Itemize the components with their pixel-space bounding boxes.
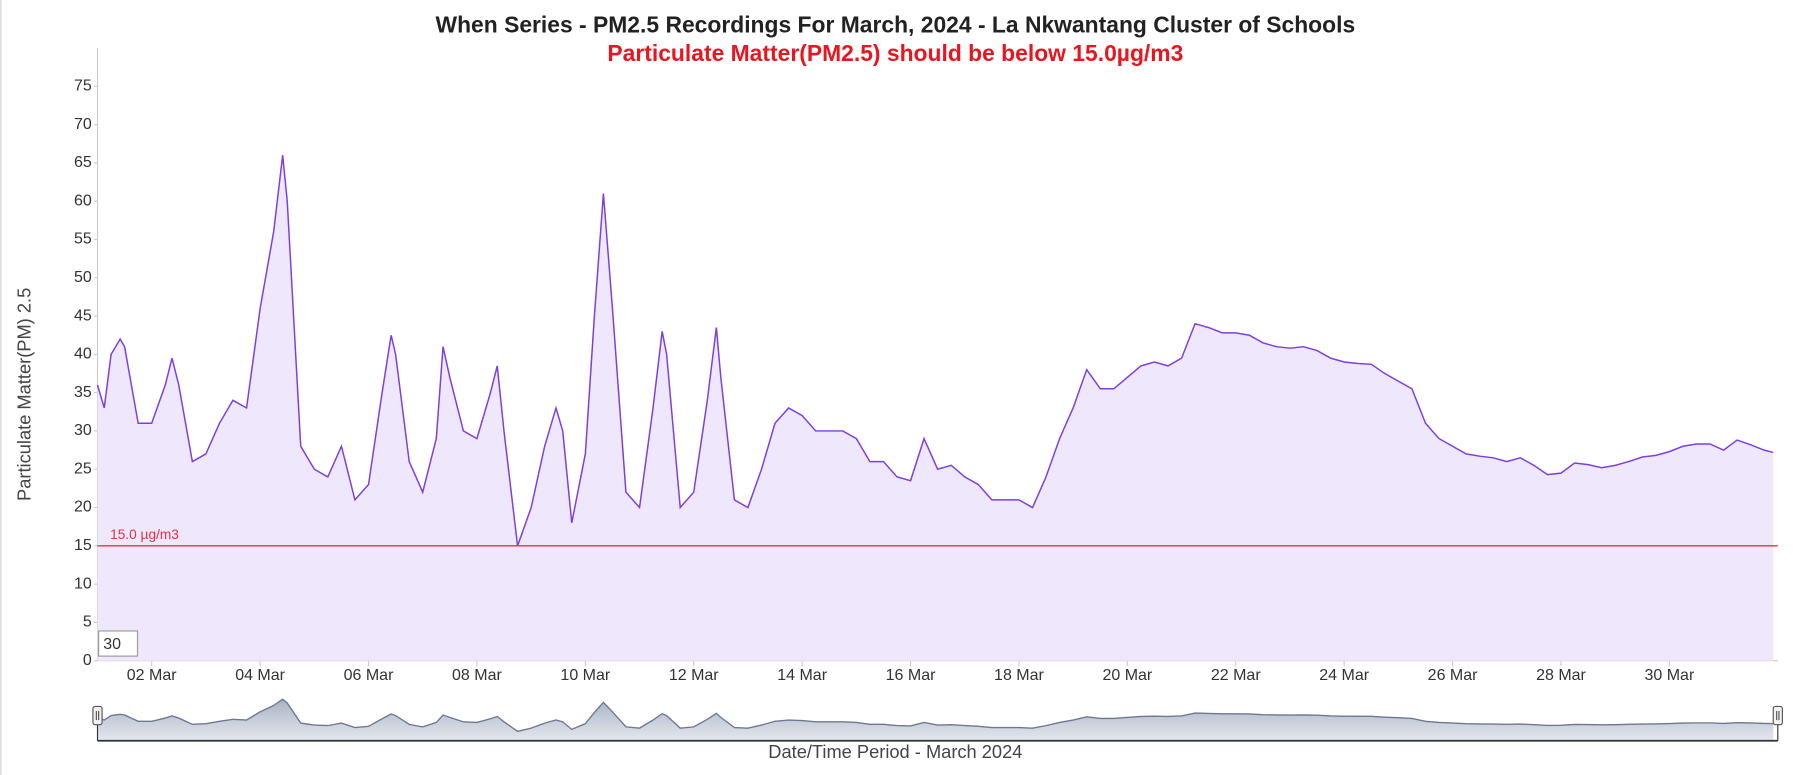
- x-tick-label: 26 Mar: [1428, 667, 1478, 684]
- x-tick-label: 04 Mar: [235, 667, 285, 684]
- area-line: [96, 155, 1774, 547]
- y-tick-label: 50: [74, 269, 92, 286]
- y-tick-label: 35: [74, 384, 92, 401]
- chart-subtitle: Particulate Matter(PM2.5) should be belo…: [607, 40, 1183, 66]
- x-tick-label: 22 Mar: [1211, 667, 1261, 684]
- y-axis-label: Particulate Matter(PM) 2.5: [13, 288, 34, 501]
- navigator-area: [97, 699, 1774, 741]
- x-tick-label: 12 Mar: [669, 667, 719, 684]
- chart-title: When Series - PM2.5 Recordings For March…: [436, 11, 1356, 37]
- x-tick-label: 08 Mar: [452, 667, 502, 684]
- y-tick-label: 30: [74, 422, 92, 439]
- y-tick-label: 65: [74, 154, 92, 171]
- area-fill: [97, 155, 1774, 661]
- y-tick-label: 40: [74, 346, 92, 363]
- x-axis-label: Date/Time Period - March 2024: [768, 741, 1022, 762]
- x-tick-label: 06 Mar: [344, 667, 394, 684]
- x-tick-label: 20 Mar: [1102, 667, 1152, 684]
- x-tick-label: 24 Mar: [1319, 667, 1369, 684]
- navigator-handle: [92, 705, 103, 726]
- x-tick-label: 16 Mar: [886, 667, 936, 684]
- y-tick-label: 10: [74, 575, 92, 592]
- x-tick-label: 28 Mar: [1536, 667, 1586, 684]
- navigator-line: [97, 698, 1774, 733]
- navigator-handle: [1772, 705, 1783, 726]
- x-tick-label: 10 Mar: [560, 667, 610, 684]
- y-tick-label: 45: [74, 307, 92, 324]
- y-tick-label: 75: [74, 78, 92, 95]
- y-tick-label: 70: [74, 116, 92, 133]
- y-tick-label: 20: [74, 499, 92, 516]
- y-tick-label: 25: [74, 460, 92, 477]
- range-input: 30: [103, 636, 121, 653]
- y-tick-label: 0: [83, 652, 92, 669]
- threshold-label: 15.0 µg/m3: [110, 527, 179, 542]
- x-tick-label: 02 Mar: [127, 667, 177, 684]
- x-tick-label: 18 Mar: [994, 667, 1044, 684]
- y-tick-label: 5: [83, 614, 92, 631]
- y-tick-label: 15: [74, 537, 92, 554]
- y-tick-label: 55: [74, 231, 92, 248]
- x-tick-label: 14 Mar: [777, 667, 827, 684]
- y-tick-label: 60: [74, 192, 92, 209]
- x-tick-label: 30 Mar: [1644, 667, 1694, 684]
- range-input-box: [98, 630, 139, 657]
